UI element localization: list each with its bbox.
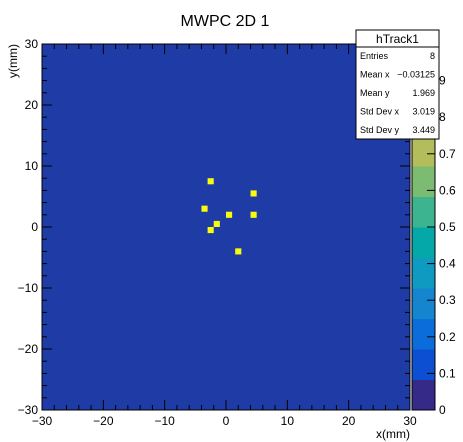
- x-tick-label: −30: [32, 414, 53, 428]
- y-tick-label: 10: [25, 159, 39, 173]
- color-scale-label: 0.6: [439, 183, 456, 197]
- stats-box-frame: [355, 29, 440, 140]
- x-tick-labels: −30 −20 −10 0 10 20 30: [32, 414, 417, 428]
- color-scale-band: [412, 227, 435, 258]
- color-scale-label: 0: [439, 403, 446, 417]
- color-scale-label: 0.4: [439, 257, 456, 271]
- color-scale-labels: 0 0.1 0.2 0.3 0.4 0.5 0.6 0.7 8 9: [439, 74, 456, 417]
- x-tick-label: −10: [154, 414, 175, 428]
- stats-row-label: Std Dev y: [360, 125, 400, 135]
- color-scale-band: [412, 349, 435, 380]
- color-scale-band: [412, 379, 435, 411]
- data-bin-4: [250, 211, 257, 218]
- color-scale-label: 0.5: [439, 220, 456, 234]
- stats-row-value: −0.03125: [397, 70, 435, 80]
- x-axis-title: x(mm): [376, 427, 410, 441]
- color-scale-band: [412, 257, 435, 289]
- y-tick-label: 20: [25, 98, 39, 112]
- x-tick-label: 20: [342, 414, 356, 428]
- data-bin-1: [250, 190, 257, 197]
- stats-row-label: Mean y: [360, 88, 390, 98]
- x-tick-label: 0: [223, 414, 230, 428]
- stats-row-label: Std Dev x: [360, 106, 400, 116]
- data-bin-6: [207, 227, 214, 234]
- color-scale-label: 0.1: [439, 366, 456, 380]
- y-tick-label: −10: [18, 281, 39, 295]
- y-tick-label: 0: [31, 220, 38, 234]
- x-tick-label: −20: [93, 414, 114, 428]
- color-scale-label: 0.2: [439, 330, 456, 344]
- data-bin-0: [207, 178, 214, 185]
- x-tick-label: 30: [403, 414, 417, 428]
- color-scale-band: [412, 135, 435, 167]
- color-scale-label: 8: [439, 110, 446, 124]
- stats-row-value: 3.449: [412, 125, 435, 135]
- color-scale-label: 0.3: [439, 293, 456, 307]
- data-bin-3: [226, 211, 233, 218]
- color-scale-band: [412, 318, 435, 350]
- color-scale-band: [412, 196, 435, 228]
- data-bin-7: [235, 248, 242, 255]
- y-axis-title: y(mm): [6, 44, 20, 78]
- data-bin-5: [213, 220, 220, 227]
- stats-row-value: 8: [430, 51, 435, 61]
- stats-row-value: 3.019: [412, 106, 435, 116]
- stats-title: hTrack1: [376, 32, 419, 46]
- color-scale-label: 9: [439, 74, 446, 88]
- y-tick-label: 30: [25, 37, 39, 51]
- stats-row-label: Mean x: [360, 70, 390, 80]
- stats-box: hTrack1 Entries 8 Mean x −0.03125 Mean y 1.96…: [355, 29, 440, 140]
- y-tick-labels: −30 −20 −10 0 10 20 30: [18, 37, 39, 417]
- stats-row-label: Entries: [360, 51, 389, 61]
- color-scale-label: 0.7: [439, 147, 456, 161]
- plot-area: [42, 44, 410, 410]
- stats-row-value: 1.969: [412, 88, 435, 98]
- color-scale-band: [412, 166, 435, 197]
- plot-frame: [41, 43, 411, 411]
- y-tick-label: −30: [18, 403, 39, 417]
- y-tick-label: −20: [18, 342, 39, 356]
- x-tick-label: 10: [281, 414, 295, 428]
- data-bin-2: [201, 205, 208, 212]
- chart-title: MWPC 2D 1: [181, 13, 270, 30]
- data-bins: [201, 178, 257, 255]
- color-scale-band: [412, 288, 435, 319]
